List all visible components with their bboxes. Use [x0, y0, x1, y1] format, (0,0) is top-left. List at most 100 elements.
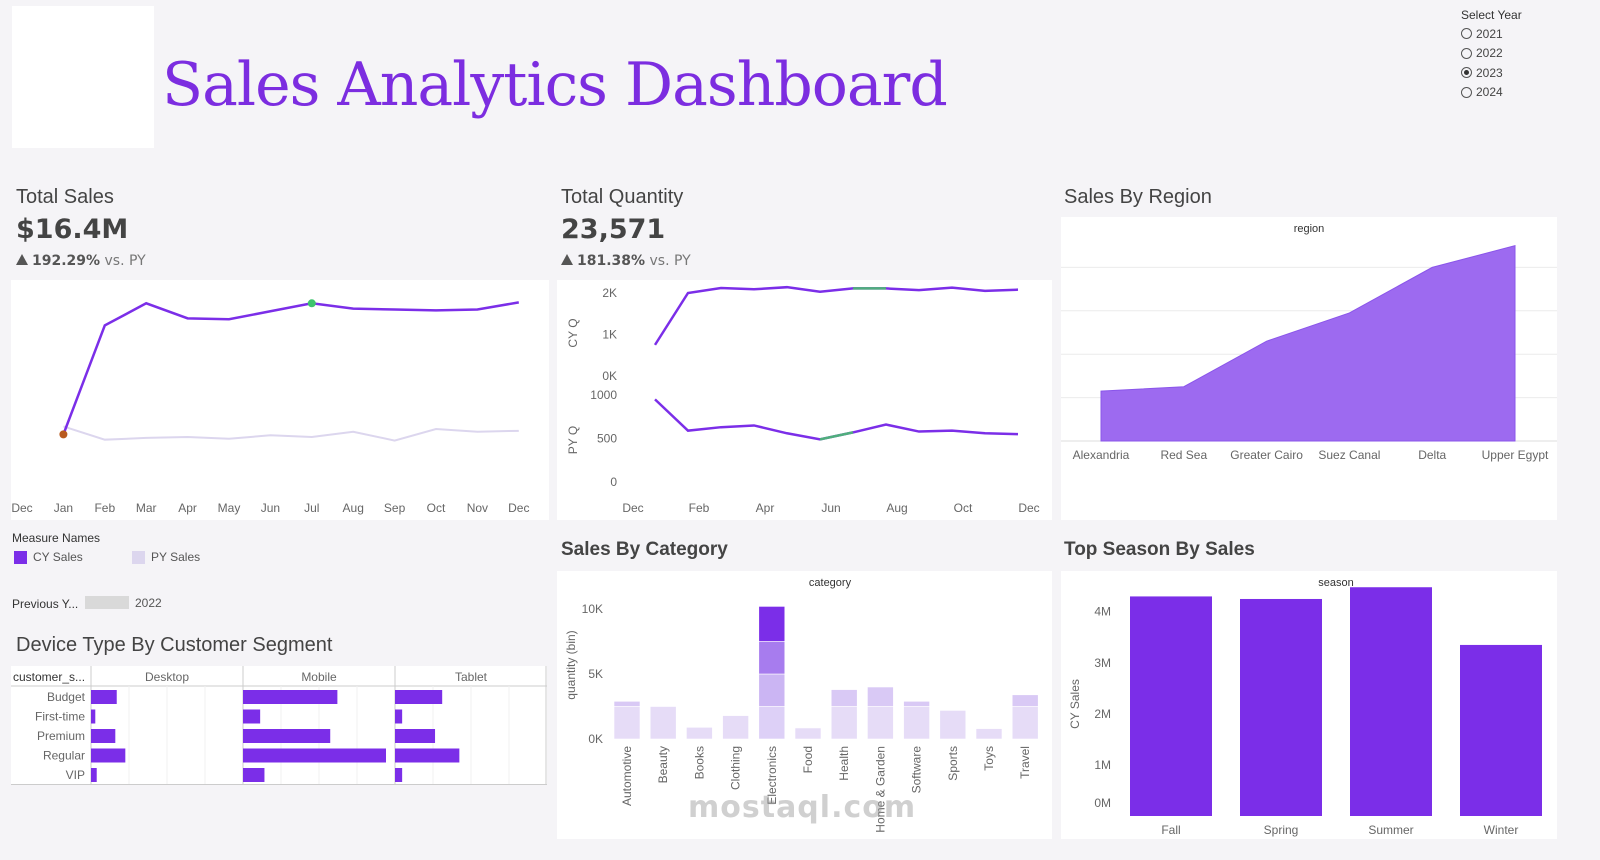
previous-year-slider[interactable]: [85, 596, 129, 609]
region-tick-label: Upper Egypt: [1482, 448, 1549, 462]
category-tick-label: Sports: [946, 746, 960, 781]
year-option-2024[interactable]: 2024: [1461, 83, 1522, 103]
legend-item[interactable]: CY Sales: [14, 550, 132, 564]
device-type-panel: customer_s... Desktop Mobile Tablet Budget Fi…: [11, 666, 547, 785]
category-bar-segment: [830, 689, 858, 707]
radio-icon[interactable]: [1461, 67, 1472, 79]
category-bar-segment: [758, 641, 786, 675]
category-bar-segment: [975, 728, 1003, 740]
previous-year-value: 2022: [135, 596, 162, 610]
x-tick-label: Jul: [304, 501, 319, 515]
legend-label: CY Sales: [33, 550, 83, 564]
watermark: mostaql.com: [688, 790, 917, 825]
total-sales-chart[interactable]: DecJanFebMarAprMayJunJulAugSepOctNovDecJ…: [11, 280, 570, 520]
category-bar-segment: [830, 706, 858, 740]
total-quantity-delta: 181.38% vs. PY: [561, 253, 691, 269]
category-tick-label: Beauty: [656, 746, 670, 783]
device-type-chart[interactable]: customer_s... Desktop Mobile Tablet Budget Fi…: [11, 666, 547, 784]
logo-placeholder: [12, 6, 154, 148]
category-tick-label: Books: [692, 746, 706, 779]
region-tick-label: Red Sea: [1160, 448, 1207, 462]
device-bar: [395, 748, 460, 763]
y-tick-label: 0M: [1094, 796, 1111, 810]
season-tick-label: Spring: [1264, 823, 1299, 837]
year-filter: Select Year 2021 2022 2023 2024: [1461, 8, 1522, 102]
py-tick-label: 1000: [590, 388, 617, 402]
x-tick-label: Feb: [94, 501, 115, 515]
region-header: region: [1294, 223, 1325, 235]
total-quantity-title: Total Quantity: [561, 186, 684, 208]
cy-tick-label: 2K: [602, 286, 617, 300]
radio-icon[interactable]: [1461, 28, 1472, 40]
category-tick-label: Travel: [1018, 746, 1032, 779]
y-tick-label: 4M: [1094, 605, 1111, 619]
x-tick-label: Dec: [508, 501, 529, 515]
x-tick-label: Dec: [1018, 501, 1039, 515]
legend-label: PY Sales: [151, 550, 201, 564]
season-bar: [1460, 644, 1542, 816]
column-header: Tablet: [455, 670, 488, 684]
category-header: category: [809, 577, 852, 589]
total-quantity-chart[interactable]: 2K 1K 0K 1000 500 0 CY Q PY Q Dec Feb Apr Jun Aug Oct…: [557, 280, 1052, 520]
category-bar-segment: [758, 706, 786, 740]
total-quantity-delta-suffix: vs. PY: [649, 253, 691, 269]
x-tick-label: Jun: [261, 501, 280, 515]
legend-swatch: [14, 550, 27, 564]
season-bar: [1350, 587, 1432, 816]
x-tick-label: Mar: [136, 501, 157, 515]
category-tick-label: Food: [801, 746, 815, 773]
top-season-title: Top Season By Sales: [1064, 539, 1255, 560]
device-bar: [395, 768, 403, 782]
year-option-label: 2022: [1476, 46, 1503, 61]
category-bar-segment: [649, 706, 677, 740]
y-tick-label: 3M: [1094, 656, 1111, 670]
device-bar: [395, 690, 443, 704]
device-bar: [243, 690, 338, 704]
row-label: Premium: [37, 729, 85, 743]
row-label: Budget: [47, 690, 86, 704]
y-axis-label: CY Sales: [1068, 679, 1082, 729]
device-type-title: Device Type By Customer Segment: [16, 634, 333, 656]
sales-by-category-chart[interactable]: category 10K 5K 0K quantity (bin) Automotive B…: [557, 571, 1052, 839]
x-tick-label: Aug: [343, 501, 364, 515]
sales-by-category-title: Sales By Category: [561, 539, 728, 560]
cy-axis-label: CY Q: [566, 318, 580, 347]
x-tick-label: May: [218, 501, 241, 515]
legend-item[interactable]: PY Sales: [132, 550, 250, 564]
max-point-marker: [307, 299, 316, 308]
x-tick-label: Apr: [756, 501, 775, 515]
x-tick-label: Oct: [954, 501, 973, 515]
region-tick-label: Greater Cairo: [1230, 448, 1303, 462]
category-bar-segment: [722, 715, 749, 740]
category-tick-label: Home & Garden: [873, 746, 887, 833]
device-bar: [91, 690, 117, 704]
y-axis-label: quantity (bin): [564, 630, 578, 699]
region-tick-label: Delta: [1418, 448, 1446, 462]
top-season-chart[interactable]: season 4M 3M 2M 1M 0M CY Sales Fall Spring Summer…: [1061, 571, 1557, 839]
category-bar-segment: [794, 727, 822, 740]
x-tick-label: Feb: [689, 501, 710, 515]
x-tick-label: Dec: [11, 501, 32, 515]
sales-by-region-chart[interactable]: region Alexandria Red Sea Greater Cairo Suez…: [1061, 217, 1557, 520]
device-bar: [91, 748, 126, 763]
radio-icon[interactable]: [1461, 86, 1472, 98]
py-tick-label: 500: [597, 432, 617, 446]
device-bar: [91, 729, 116, 743]
total-quantity-delta-value: 181.38%: [577, 253, 646, 269]
season-tick-label: Winter: [1484, 823, 1519, 837]
year-option-label: 2024: [1476, 85, 1503, 100]
y-tick-label: 2M: [1094, 707, 1111, 721]
category-bar-segment: [758, 606, 786, 642]
py-sales-line: [63, 425, 519, 442]
device-bar: [91, 768, 97, 782]
py-axis-label: PY Q: [566, 426, 580, 454]
season-header: season: [1318, 577, 1353, 589]
radio-icon[interactable]: [1461, 47, 1472, 59]
category-tick-label: Software: [910, 746, 924, 794]
year-option-2021[interactable]: 2021: [1461, 24, 1522, 44]
region-area: [1100, 245, 1516, 442]
region-tick-label: Alexandria: [1073, 448, 1130, 462]
sales-by-region-panel: region Alexandria Red Sea Greater Cairo Suez…: [1061, 217, 1557, 520]
year-option-2022[interactable]: 2022: [1461, 44, 1522, 64]
year-option-2023[interactable]: 2023: [1461, 63, 1522, 83]
